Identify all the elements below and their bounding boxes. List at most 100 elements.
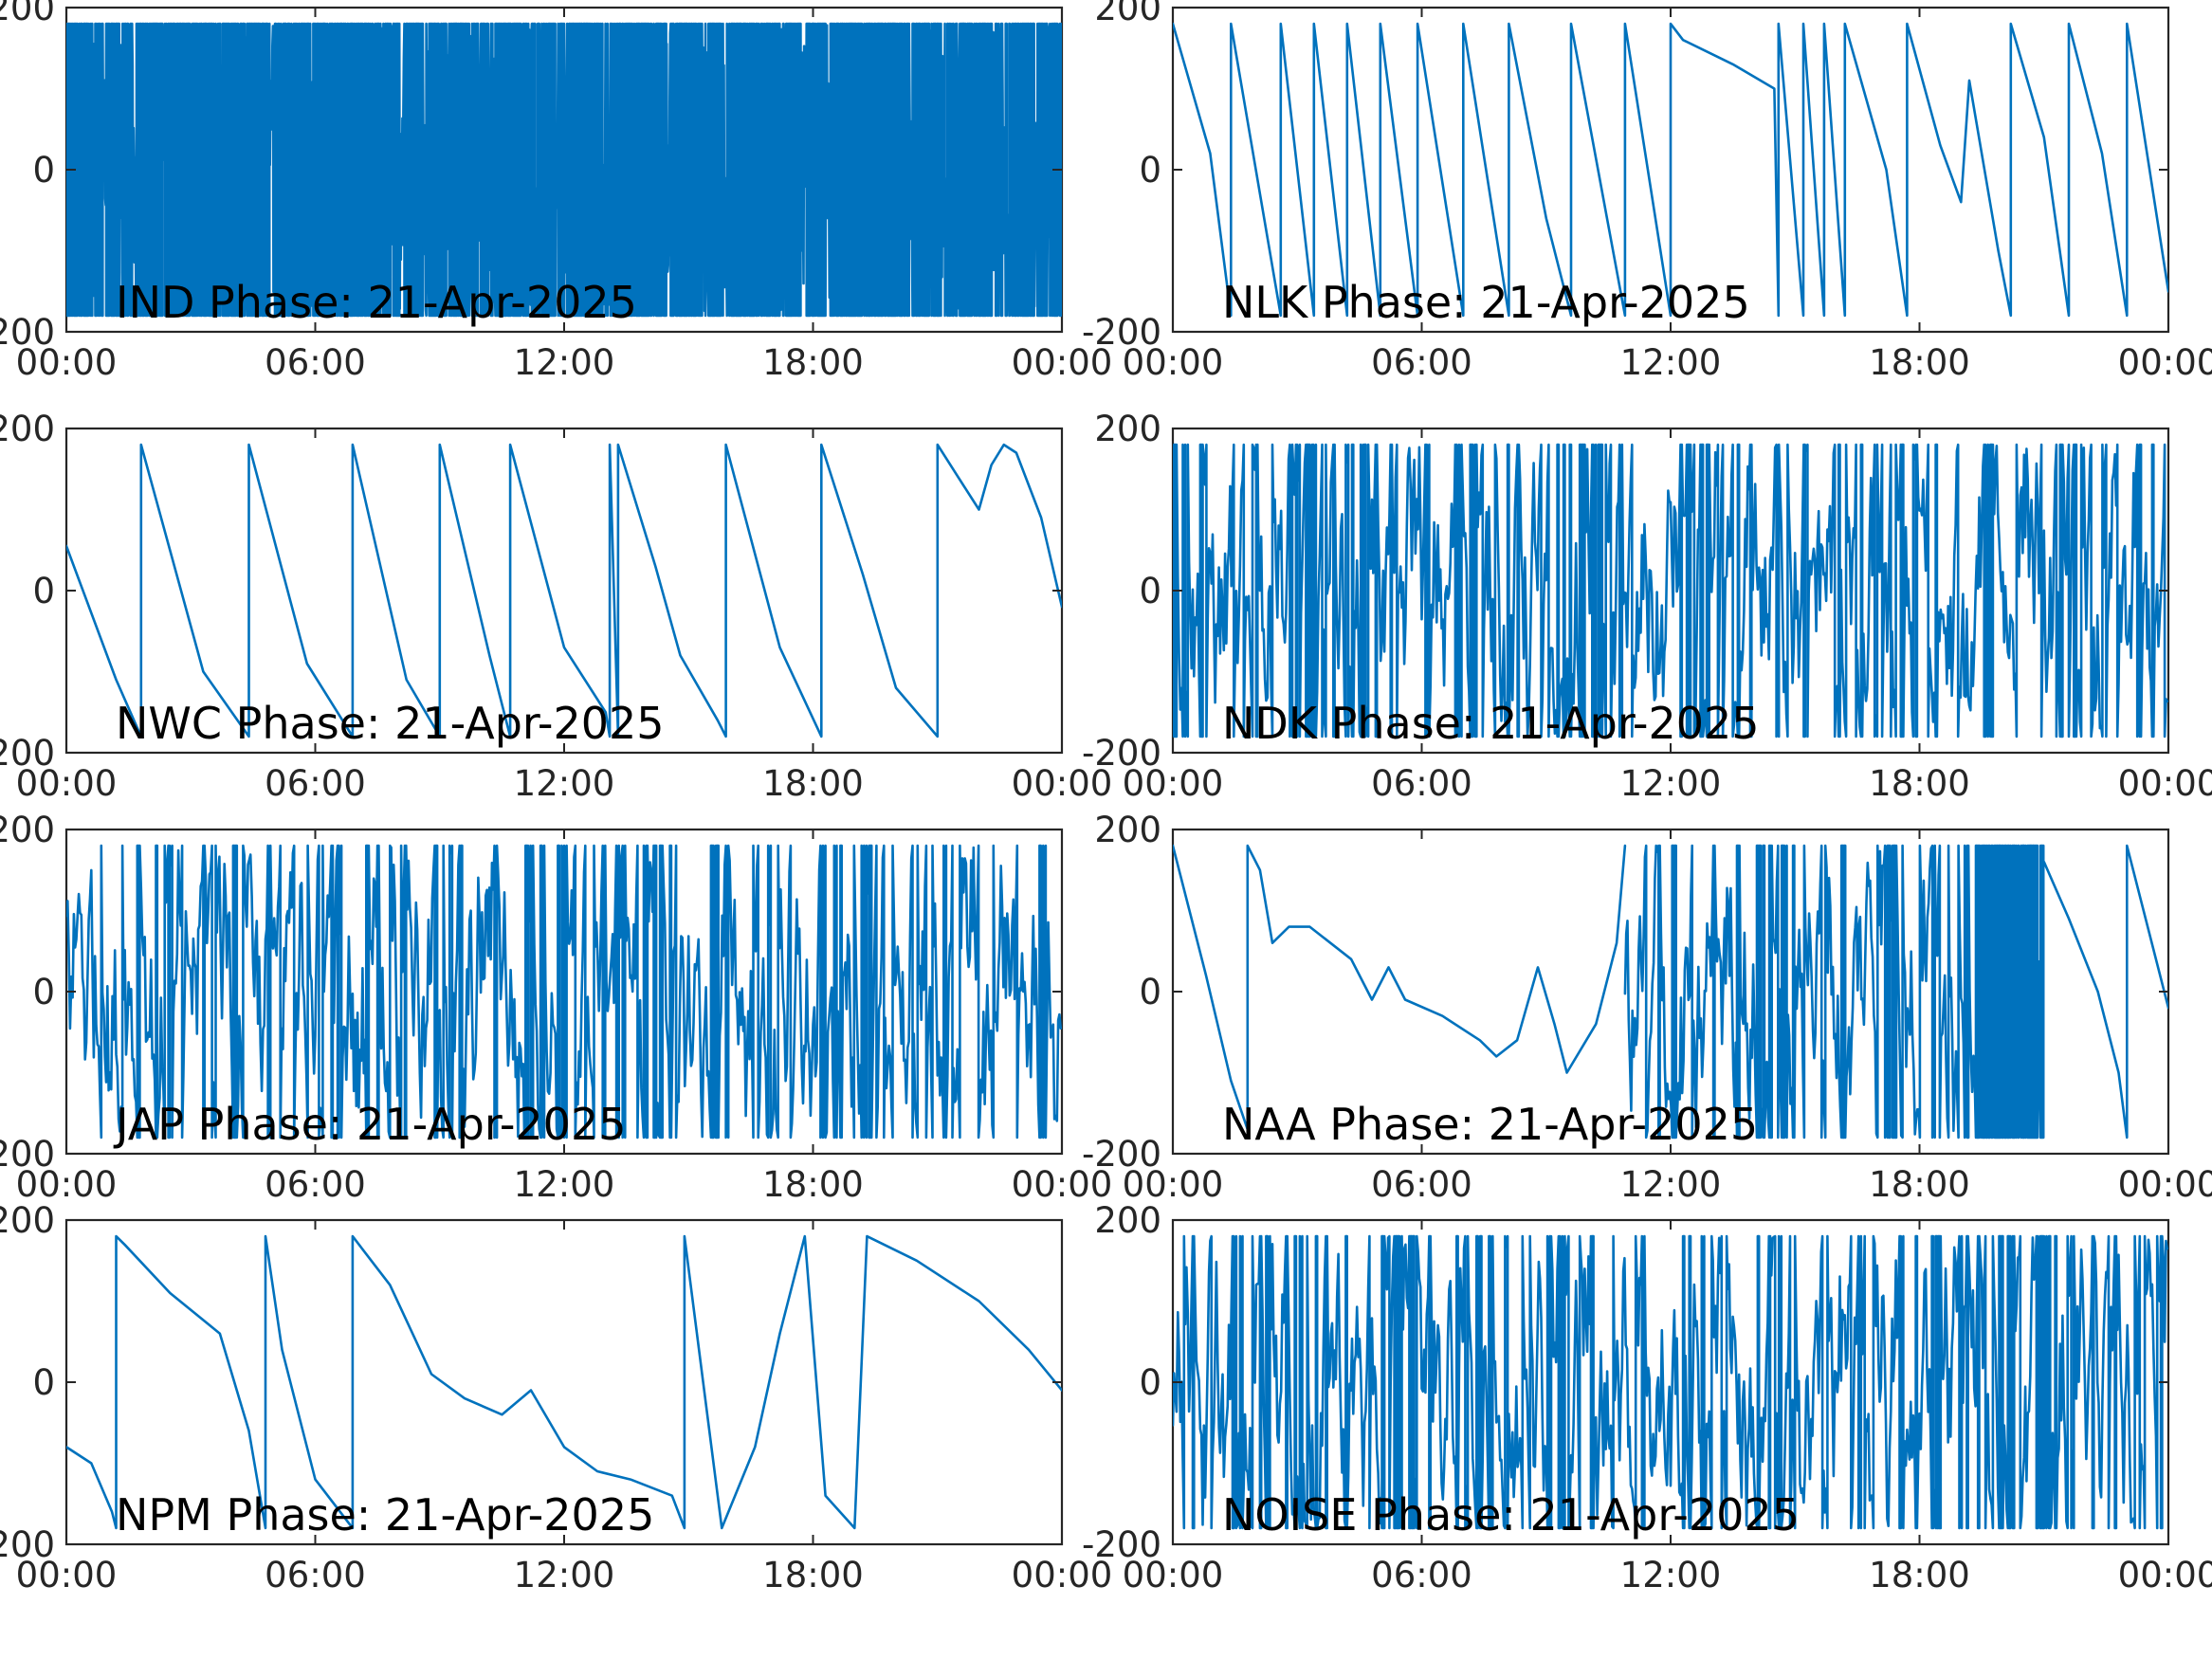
naa-phase-segment-1 (1980, 844, 2045, 1139)
naa-xtick-label: 18:00 (1869, 1164, 1970, 1205)
ndk-xtick-label: 06:00 (1371, 763, 1472, 804)
nwc-xtick-label: 18:00 (762, 763, 864, 804)
nlk-xtick-label: 12:00 (1620, 342, 1722, 383)
jap-ytick-label: -200 (0, 1134, 55, 1175)
noise-xtick-label: 00:00 (1123, 1555, 1224, 1595)
nlk-phase-line (1173, 22, 2168, 318)
ndk-phase-segment-0 (1173, 443, 2168, 738)
noise-panel-title: NOISE Phase: 21-Apr-2025 (1222, 1489, 1800, 1540)
noise-ytick-label: 0 (1139, 1362, 1161, 1403)
npm-ytick-label: 0 (32, 1362, 55, 1403)
jap-phase-segment-0 (66, 844, 1062, 1139)
npm-phase-line (66, 1234, 1062, 1530)
naa-phase-segment-0 (1623, 844, 1983, 1139)
noise-ytick-label: 200 (1094, 1200, 1161, 1241)
ind-xtick-label: 06:00 (265, 342, 366, 383)
nwc-axes-frame (64, 427, 1064, 755)
jap-ytick-label: 200 (0, 810, 55, 850)
nwc-ytick-label: 200 (0, 409, 55, 449)
ind-phase-segment-0 (66, 22, 1062, 318)
nwc-xtick-label: 00:00 (1012, 763, 1113, 804)
ndk-ytick-label: -200 (1082, 733, 1161, 774)
nwc-ytick-label: -200 (0, 733, 55, 774)
naa-xtick-label: 00:00 (2118, 1164, 2212, 1205)
npm-xtick-label: 00:00 (1012, 1555, 1113, 1595)
nlk-series (1173, 22, 2168, 318)
noise-series (1173, 1234, 2168, 1530)
jap-xtick-label: 12:00 (514, 1164, 615, 1205)
nlk-xtick-label: 06:00 (1371, 342, 1472, 383)
ndk-panel-title: NDK Phase: 21-Apr-2025 (1222, 698, 1760, 749)
naa-phase-tail (2042, 844, 2168, 1139)
nwc-series (66, 443, 1062, 738)
naa-ytick-label: 0 (1139, 972, 1161, 1012)
nwc-xtick-label: 12:00 (514, 763, 615, 804)
naa-panel-title: NAA Phase: 21-Apr-2025 (1222, 1099, 1758, 1150)
nlk-ytick-label: -200 (1082, 312, 1161, 353)
nwc-xtick-label: 00:00 (16, 763, 118, 804)
naa-xtick-label: 12:00 (1620, 1164, 1722, 1205)
ind-series (66, 22, 1062, 318)
npm-xtick-label: 00:00 (16, 1555, 118, 1595)
npm-xtick-label: 06:00 (265, 1555, 366, 1595)
nwc-xtick-label: 06:00 (265, 763, 366, 804)
npm-ytick-label: -200 (0, 1524, 55, 1565)
ind-xtick-label: 12:00 (514, 342, 615, 383)
ndk-xtick-label: 18:00 (1869, 763, 1970, 804)
ind-xtick-label: 00:00 (1012, 342, 1113, 383)
noise-ytick-label: -200 (1082, 1524, 1161, 1565)
ndk-xtick-label: 00:00 (1123, 763, 1224, 804)
nlk-xtick-label: 18:00 (1869, 342, 1970, 383)
naa-phase-line (1173, 844, 1627, 1131)
npm-xtick-label: 12:00 (514, 1555, 615, 1595)
naa-xtick-label: 00:00 (1123, 1164, 1224, 1205)
naa-ytick-label: 200 (1094, 810, 1161, 850)
jap-series (66, 844, 1062, 1139)
naa-ytick-label: -200 (1082, 1134, 1161, 1175)
npm-series (66, 1234, 1062, 1530)
nlk-ytick-label: 0 (1139, 150, 1161, 191)
ind-ytick-label: -200 (0, 312, 55, 353)
npm-axes-frame (64, 1218, 1064, 1546)
noise-phase-segment-0 (1173, 1234, 2168, 1530)
nlk-panel-title: NLK Phase: 21-Apr-2025 (1222, 277, 1750, 328)
ind-ytick-label: 0 (32, 150, 55, 191)
ndk-xtick-label: 12:00 (1620, 763, 1722, 804)
npm-xtick-label: 18:00 (762, 1555, 864, 1595)
ind-ytick-label: 200 (0, 0, 55, 28)
nlk-xtick-label: 00:00 (1123, 342, 1224, 383)
ndk-xtick-label: 00:00 (2118, 763, 2212, 804)
naa-series (1173, 844, 2168, 1139)
ind-panel-title: IND Phase: 21-Apr-2025 (116, 277, 637, 328)
noise-xtick-label: 18:00 (1869, 1555, 1970, 1595)
npm-ytick-label: 200 (0, 1200, 55, 1241)
nlk-ytick-label: 200 (1094, 0, 1161, 28)
jap-panel-title: JAP Phase: 21-Apr-2025 (113, 1099, 626, 1150)
ndk-ytick-label: 0 (1139, 571, 1161, 611)
noise-xtick-label: 12:00 (1620, 1555, 1722, 1595)
jap-xtick-label: 18:00 (762, 1164, 864, 1205)
jap-xtick-label: 00:00 (1012, 1164, 1113, 1205)
ind-xtick-label: 00:00 (16, 342, 118, 383)
jap-ytick-label: 0 (32, 972, 55, 1012)
noise-xtick-label: 06:00 (1371, 1555, 1472, 1595)
nlk-xtick-label: 00:00 (2118, 342, 2212, 383)
ndk-ytick-label: 200 (1094, 409, 1161, 449)
ind-xtick-label: 18:00 (762, 342, 864, 383)
ndk-series (1173, 443, 2168, 738)
jap-xtick-label: 06:00 (265, 1164, 366, 1205)
jap-xtick-label: 00:00 (16, 1164, 118, 1205)
nwc-panel-title: NWC Phase: 21-Apr-2025 (116, 698, 665, 749)
noise-xtick-label: 00:00 (2118, 1555, 2212, 1595)
nwc-phase-line (66, 443, 1062, 738)
nwc-ytick-label: 0 (32, 571, 55, 611)
